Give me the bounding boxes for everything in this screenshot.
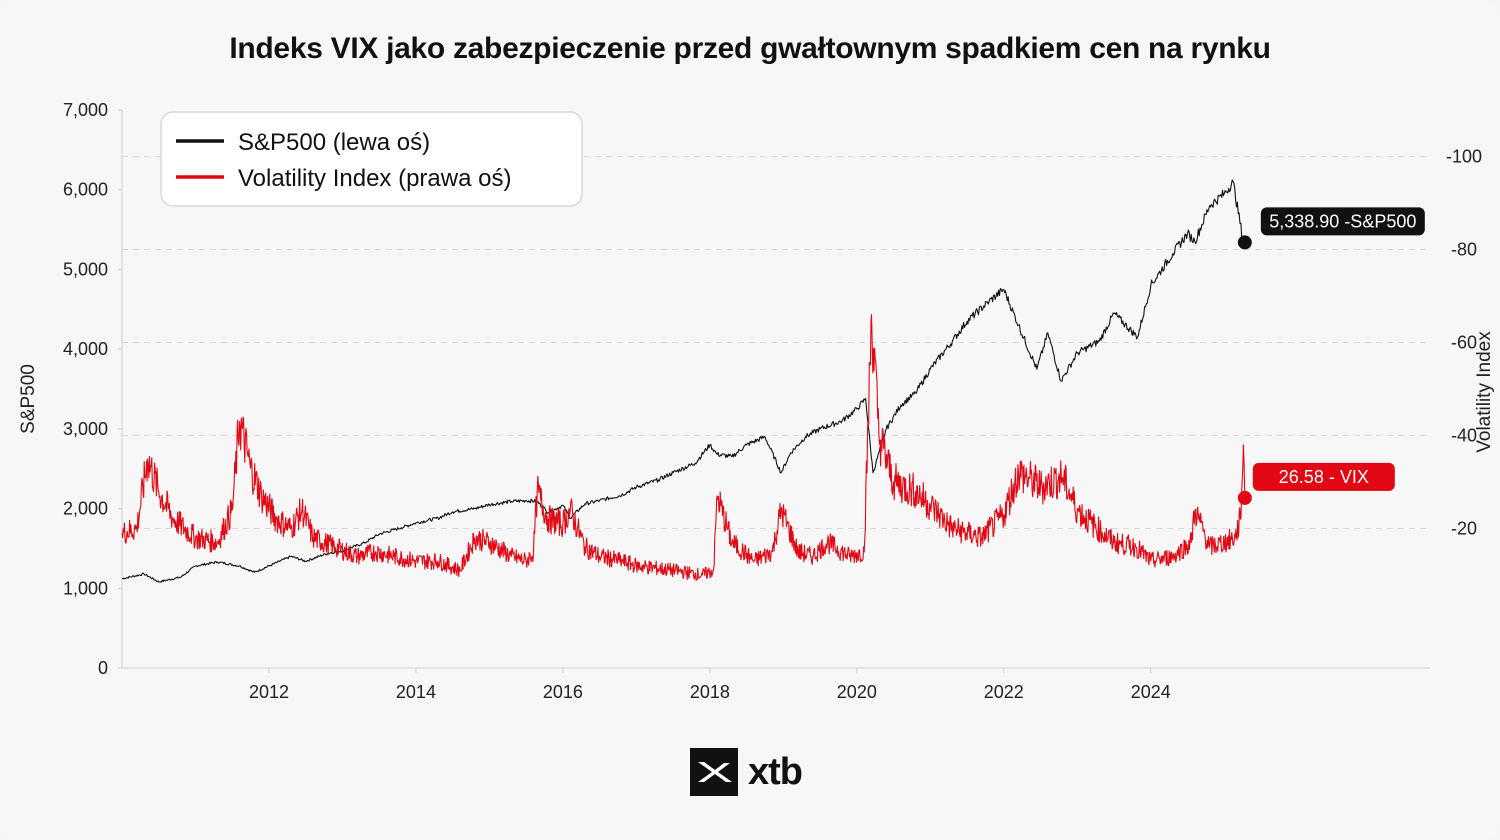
vix-callout-box bbox=[1252, 462, 1395, 491]
xtb-logo-mark-icon bbox=[690, 748, 738, 796]
right-tick-label: -100 bbox=[1446, 147, 1482, 167]
left-tick-label: 7,000 bbox=[63, 100, 108, 120]
left-axis-title: S&P500 bbox=[18, 364, 39, 434]
x-tick-label: 2018 bbox=[690, 682, 730, 702]
right-tick-label: -80 bbox=[1451, 240, 1477, 260]
left-tick-label: 3,000 bbox=[63, 419, 108, 439]
x-tick-label: 2020 bbox=[837, 682, 877, 702]
left-tick-label: 5,000 bbox=[63, 259, 108, 279]
sp500-end-marker bbox=[1237, 235, 1252, 250]
x-tick-label: 2024 bbox=[1131, 682, 1171, 702]
x-tick-label: 2016 bbox=[543, 682, 583, 702]
series-lines bbox=[121, 179, 1246, 583]
legend-box bbox=[160, 111, 583, 207]
left-tick-label: 6,000 bbox=[63, 180, 108, 200]
x-tick-label: 2014 bbox=[396, 682, 436, 702]
right-tick-label: -40 bbox=[1451, 426, 1477, 446]
legend-label: Volatility Index (prawa oś) bbox=[238, 165, 511, 192]
sp500-line bbox=[121, 179, 1246, 583]
left-tick-label: 2,000 bbox=[63, 499, 108, 519]
left-tick-label: 1,000 bbox=[63, 578, 108, 598]
callouts: 5,338.90 -S&P500 26.58 - VIX bbox=[1237, 207, 1425, 505]
right-tick-label: -60 bbox=[1451, 333, 1477, 353]
xtb-logo: xtb bbox=[690, 746, 803, 798]
left-tick-label: 4,000 bbox=[63, 339, 108, 359]
legend-label: S&P500 (lewa oś) bbox=[238, 129, 430, 156]
vix-line bbox=[121, 314, 1246, 581]
vix-callout-label: 26.58 - VIX bbox=[1279, 467, 1369, 487]
sp500-callout-box bbox=[1260, 207, 1425, 236]
x-tick-label: 2022 bbox=[984, 682, 1024, 702]
right-axis-title: Volatility Index bbox=[1474, 331, 1495, 453]
axes: 0 1,000 2,000 3,000 4,000 5,000 6,000 7,000 -20 -… bbox=[18, 100, 1495, 702]
chart-title: Indeks VIX jako zabezpieczenie przed gwa… bbox=[229, 32, 1271, 65]
x-tick-label: 2012 bbox=[249, 682, 289, 702]
legend: S&P500 (lewa oś) Volatility Index (prawa … bbox=[160, 111, 583, 207]
sp500-callout-label: 5,338.90 -S&P500 bbox=[1269, 211, 1416, 231]
xtb-logo-text: xtb bbox=[748, 750, 803, 793]
grid-lines bbox=[122, 156, 1430, 529]
right-tick-label: -20 bbox=[1451, 519, 1477, 539]
left-tick-label: 0 bbox=[98, 658, 108, 678]
vix-end-marker bbox=[1237, 490, 1252, 505]
